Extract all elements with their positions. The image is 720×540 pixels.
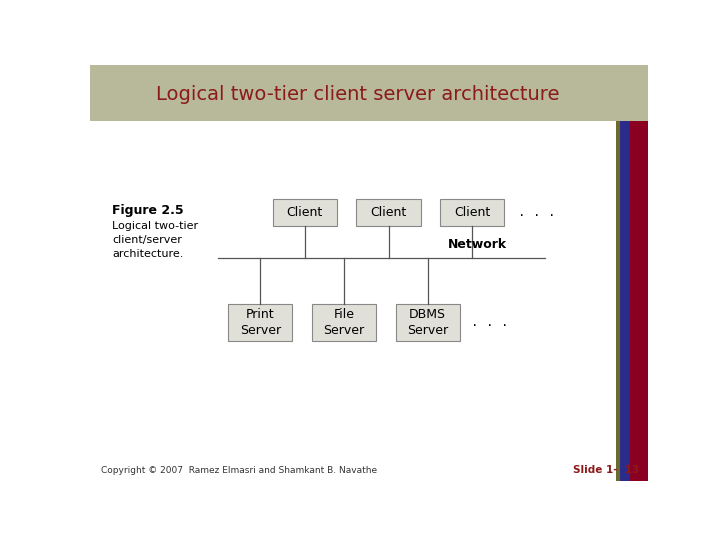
Text: Figure 2.5: Figure 2.5 [112,204,184,217]
Text: Copyright © 2007  Ramez Elmasri and Shamkant B. Navathe: Copyright © 2007 Ramez Elmasri and Shamk… [101,465,377,475]
Text: Client: Client [454,206,490,219]
FancyBboxPatch shape [312,304,376,341]
Text: Print
Server: Print Server [240,308,281,337]
FancyBboxPatch shape [616,121,619,481]
FancyBboxPatch shape [619,121,629,481]
Text: . . .: . . . [518,206,556,219]
FancyBboxPatch shape [228,304,292,341]
FancyBboxPatch shape [90,65,648,121]
Text: Logical two-tier
client/server
architecture.: Logical two-tier client/server architect… [112,221,199,259]
FancyBboxPatch shape [356,199,420,226]
Text: Client: Client [370,206,407,219]
Text: File
Server: File Server [323,308,364,337]
Text: Client: Client [287,206,323,219]
Text: Network: Network [449,238,508,251]
FancyBboxPatch shape [629,121,648,481]
FancyBboxPatch shape [395,304,459,341]
FancyBboxPatch shape [440,199,504,226]
FancyBboxPatch shape [273,199,337,226]
Text: Slide 1-  13: Slide 1- 13 [572,465,639,475]
Text: . . .: . . . [471,316,508,329]
Text: Logical two-tier client server architecture: Logical two-tier client server architect… [156,85,559,104]
Text: DBMS
Server: DBMS Server [407,308,448,337]
